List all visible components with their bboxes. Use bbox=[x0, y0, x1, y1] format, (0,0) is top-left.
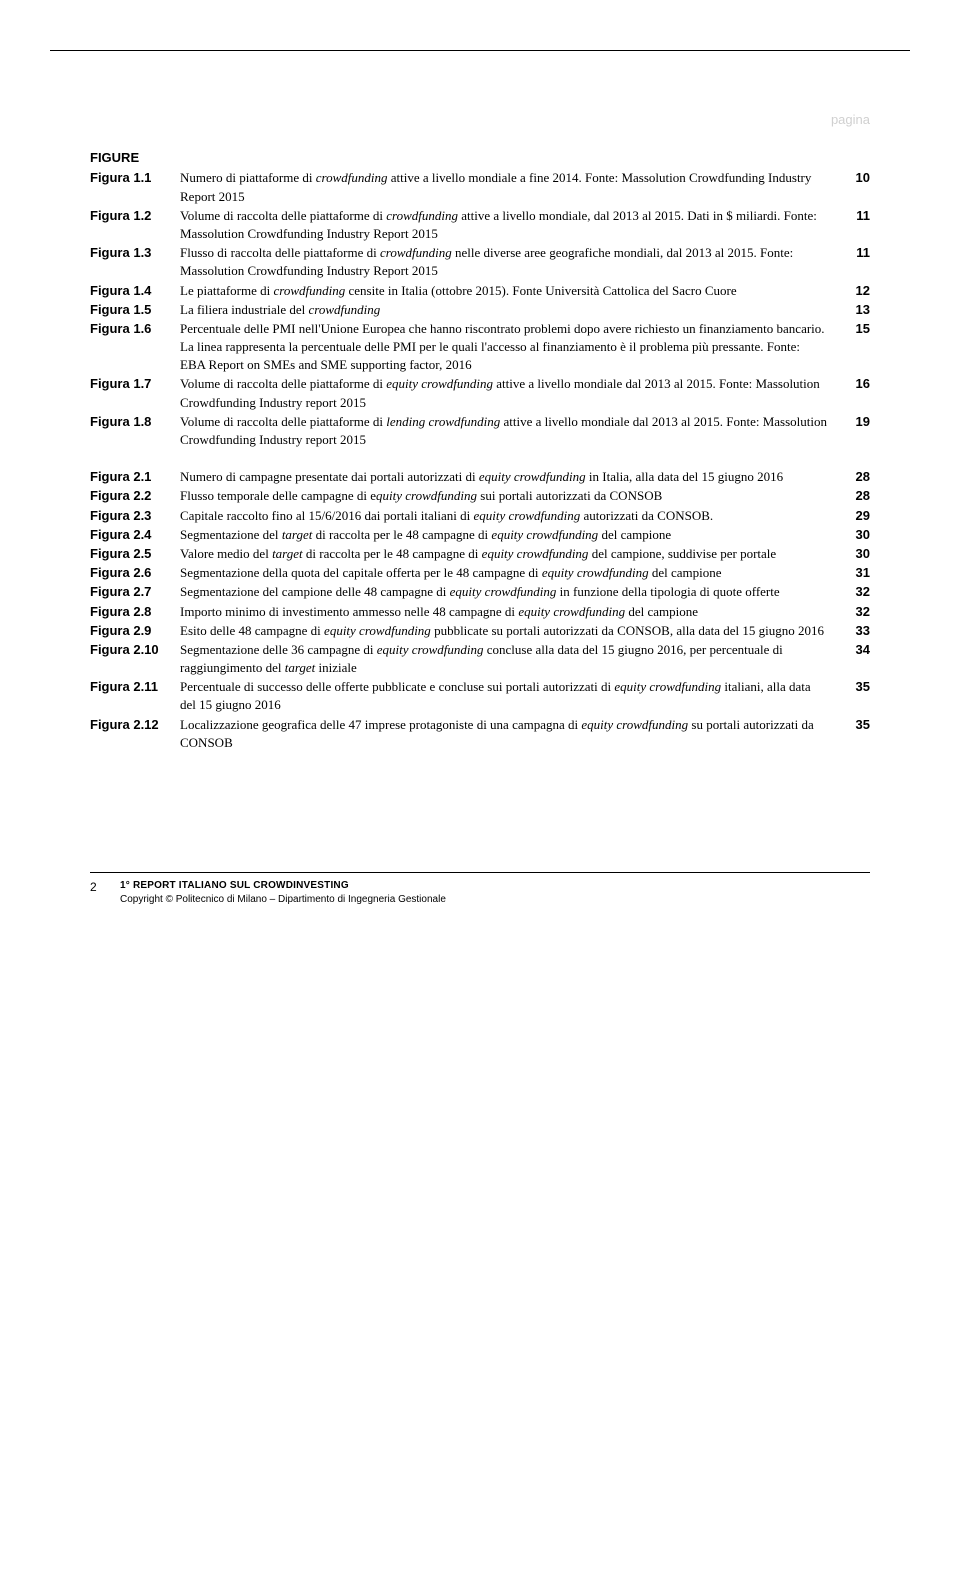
figure-row: Figura 2.7Segmentazione del campione del… bbox=[90, 583, 870, 601]
figure-row: Figura 1.2Volume di raccolta delle piatt… bbox=[90, 207, 870, 243]
figure-label: Figura 1.1 bbox=[90, 169, 180, 187]
figure-description: Flusso di raccolta delle piattaforme di … bbox=[180, 244, 840, 280]
footer: 2 1° REPORT ITALIANO SUL CROWDINVESTING … bbox=[90, 872, 870, 907]
figure-row: Figura 2.11Percentuale di successo delle… bbox=[90, 678, 870, 714]
figure-label: Figura 1.6 bbox=[90, 320, 180, 338]
figure-page-number: 28 bbox=[840, 487, 870, 505]
figure-label: Figura 1.7 bbox=[90, 375, 180, 393]
figure-page-number: 32 bbox=[840, 583, 870, 601]
figure-row: Figura 1.6Percentuale delle PMI nell'Uni… bbox=[90, 320, 870, 375]
figure-label: Figura 1.8 bbox=[90, 413, 180, 431]
figure-description: Volume di raccolta delle piattaforme di … bbox=[180, 207, 840, 243]
figure-label: Figura 2.5 bbox=[90, 545, 180, 563]
figure-label: Figura 2.1 bbox=[90, 468, 180, 486]
figure-page-number: 11 bbox=[840, 244, 870, 262]
figure-row: Figura 1.1Numero di piattaforme di crowd… bbox=[90, 169, 870, 205]
figure-row: Figura 1.7Volume di raccolta delle piatt… bbox=[90, 375, 870, 411]
figure-description: Segmentazione delle 36 campagne di equit… bbox=[180, 641, 840, 677]
top-rule bbox=[50, 50, 910, 51]
footer-subtitle: Copyright © Politecnico di Milano – Dipa… bbox=[120, 893, 870, 907]
group-gap bbox=[90, 450, 870, 468]
figure-description: Valore medio del target di raccolta per … bbox=[180, 545, 840, 563]
figure-description: Volume di raccolta delle piattaforme di … bbox=[180, 375, 840, 411]
figure-row: Figura 1.8Volume di raccolta delle piatt… bbox=[90, 413, 870, 449]
figure-label: Figura 2.4 bbox=[90, 526, 180, 544]
figure-label: Figura 2.11 bbox=[90, 678, 180, 696]
figure-label: Figura 1.4 bbox=[90, 282, 180, 300]
figure-page-number: 11 bbox=[840, 207, 870, 225]
figure-label: Figura 2.12 bbox=[90, 716, 180, 734]
figure-page-number: 31 bbox=[840, 564, 870, 582]
figure-description: Percentuale delle PMI nell'Unione Europe… bbox=[180, 320, 840, 375]
figure-label: Figura 2.9 bbox=[90, 622, 180, 640]
figure-row: Figura 2.5Valore medio del target di rac… bbox=[90, 545, 870, 563]
figure-description: Numero di piattaforme di crowdfunding at… bbox=[180, 169, 840, 205]
figure-row: Figura 2.1Numero di campagne presentate … bbox=[90, 468, 870, 486]
footer-page-number: 2 bbox=[90, 879, 120, 896]
figure-page-number: 30 bbox=[840, 526, 870, 544]
figure-label: Figura 2.8 bbox=[90, 603, 180, 621]
pagina-label: pagina bbox=[90, 111, 870, 129]
figure-list-chapter2: Figura 2.1Numero di campagne presentate … bbox=[90, 468, 870, 752]
figure-row: Figura 2.9Esito delle 48 campagne di equ… bbox=[90, 622, 870, 640]
figure-description: La filiera industriale del crowdfunding bbox=[180, 301, 840, 319]
figure-description: Segmentazione del campione delle 48 camp… bbox=[180, 583, 840, 601]
figure-label: Figura 2.3 bbox=[90, 507, 180, 525]
figure-description: Numero di campagne presentate dai portal… bbox=[180, 468, 840, 486]
figure-label: Figura 2.6 bbox=[90, 564, 180, 582]
figure-description: Volume di raccolta delle piattaforme di … bbox=[180, 413, 840, 449]
figure-page-number: 32 bbox=[840, 603, 870, 621]
figure-row: Figura 1.4Le piattaforme di crowdfunding… bbox=[90, 282, 870, 300]
figure-page-number: 28 bbox=[840, 468, 870, 486]
figure-page-number: 35 bbox=[840, 716, 870, 734]
figure-page-number: 29 bbox=[840, 507, 870, 525]
figure-description: Segmentazione del target di raccolta per… bbox=[180, 526, 840, 544]
figure-page-number: 10 bbox=[840, 169, 870, 187]
footer-title: 1° REPORT ITALIANO SUL CROWDINVESTING bbox=[120, 879, 870, 893]
figure-row: Figura 2.4Segmentazione del target di ra… bbox=[90, 526, 870, 544]
figure-row: Figura 2.6Segmentazione della quota del … bbox=[90, 564, 870, 582]
figure-page-number: 15 bbox=[840, 320, 870, 338]
figure-description: Importo minimo di investimento ammesso n… bbox=[180, 603, 840, 621]
figure-description: Le piattaforme di crowdfunding censite i… bbox=[180, 282, 840, 300]
figure-description: Capitale raccolto fino al 15/6/2016 dai … bbox=[180, 507, 840, 525]
figure-label: Figura 2.7 bbox=[90, 583, 180, 601]
footer-text: 1° REPORT ITALIANO SUL CROWDINVESTING Co… bbox=[120, 879, 870, 907]
figure-label: Figura 2.2 bbox=[90, 487, 180, 505]
figure-description: Esito delle 48 campagne di equity crowdf… bbox=[180, 622, 840, 640]
figure-label: Figura 1.2 bbox=[90, 207, 180, 225]
figure-description: Percentuale di successo delle offerte pu… bbox=[180, 678, 840, 714]
figure-row: Figura 2.3Capitale raccolto fino al 15/6… bbox=[90, 507, 870, 525]
figure-page-number: 12 bbox=[840, 282, 870, 300]
figure-page-number: 19 bbox=[840, 413, 870, 431]
figure-description: Segmentazione della quota del capitale o… bbox=[180, 564, 840, 582]
figure-list-chapter1: Figura 1.1Numero di piattaforme di crowd… bbox=[90, 169, 870, 449]
figure-row: Figura 2.10Segmentazione delle 36 campag… bbox=[90, 641, 870, 677]
figure-page-number: 33 bbox=[840, 622, 870, 640]
figure-row: Figura 2.2Flusso temporale delle campagn… bbox=[90, 487, 870, 505]
figure-page-number: 34 bbox=[840, 641, 870, 659]
figure-row: Figura 1.5La filiera industriale del cro… bbox=[90, 301, 870, 319]
figure-row: Figura 1.3Flusso di raccolta delle piatt… bbox=[90, 244, 870, 280]
figure-description: Flusso temporale delle campagne di equit… bbox=[180, 487, 840, 505]
figure-label: Figura 1.5 bbox=[90, 301, 180, 319]
figure-page-number: 30 bbox=[840, 545, 870, 563]
figure-row: Figura 2.8Importo minimo di investimento… bbox=[90, 603, 870, 621]
figure-label: Figura 1.3 bbox=[90, 244, 180, 262]
figure-row: Figura 2.12Localizzazione geografica del… bbox=[90, 716, 870, 752]
figure-page-number: 13 bbox=[840, 301, 870, 319]
figure-page-number: 35 bbox=[840, 678, 870, 696]
figure-page-number: 16 bbox=[840, 375, 870, 393]
figure-description: Localizzazione geografica delle 47 impre… bbox=[180, 716, 840, 752]
figure-section-title: FIGURE bbox=[90, 149, 870, 167]
figure-label: Figura 2.10 bbox=[90, 641, 180, 659]
